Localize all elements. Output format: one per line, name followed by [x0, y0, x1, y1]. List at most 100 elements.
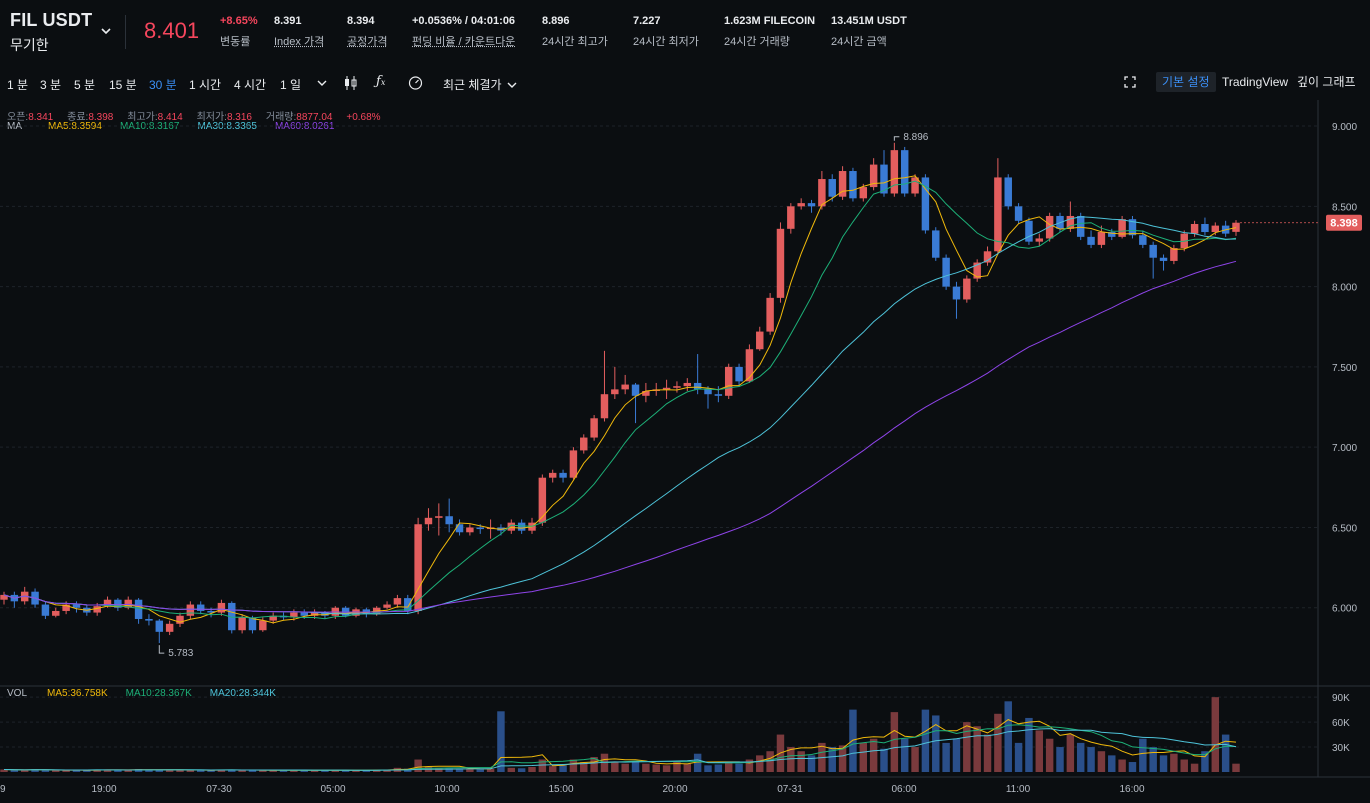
candle-body [1211, 225, 1220, 233]
candle-body [52, 610, 60, 616]
volume-tick-label: 90K [1332, 693, 1350, 704]
view-tab[interactable]: 깊이 그래프 [1297, 75, 1356, 89]
stat-value: 1.623M FILECOIN [724, 15, 816, 27]
volume-bar [300, 770, 308, 772]
view-tab[interactable]: TradingView [1222, 75, 1289, 89]
volume-bar [890, 712, 899, 772]
candle-body [93, 606, 101, 613]
time-tick-label: 15:00 [548, 784, 573, 795]
interval-tab[interactable]: 15 분 [109, 78, 137, 92]
volume-bar [994, 713, 1002, 772]
stat-value: 7.227 [633, 15, 661, 27]
candle-body [963, 278, 971, 300]
candle-body [124, 599, 132, 608]
candle-body [890, 150, 899, 194]
candle-body [973, 262, 981, 279]
volume-bar [973, 726, 981, 772]
volume-bar [528, 767, 536, 772]
interval-tab[interactable]: 1 분 [7, 78, 29, 92]
stat-label[interactable]: 공정가격 [347, 36, 388, 48]
interval-tab[interactable]: 3 분 [40, 78, 62, 92]
time-tick-label: 10:00 [434, 784, 459, 795]
interval-tab[interactable]: 1 일 [280, 78, 302, 92]
price-tick-label: 8.500 [1332, 202, 1357, 213]
volume-bar [31, 769, 39, 772]
symbol-name[interactable]: FIL USDT [10, 10, 93, 30]
time-tick-label: 07-30 [206, 784, 232, 795]
volume-bar [1149, 747, 1157, 772]
gauge-icon[interactable] [408, 76, 423, 93]
volume-bar [611, 762, 619, 772]
candle-body [1232, 222, 1240, 232]
volume-bar [828, 747, 836, 772]
fullscreen-icon[interactable] [1124, 76, 1136, 91]
interval-tab[interactable]: 1 시간 [189, 78, 222, 92]
chevron-down-icon[interactable] [101, 22, 111, 38]
interval-tab[interactable]: 30 분 [149, 78, 177, 92]
candle-body [196, 604, 205, 611]
volume-bar [932, 715, 940, 772]
view-tab[interactable]: 기본 설정 [1156, 72, 1216, 92]
candle-body [787, 206, 795, 229]
volume-bar [1211, 697, 1220, 772]
stat-label: 24시간 최저가 [633, 36, 699, 48]
stat-label[interactable]: Index 가격 [274, 36, 325, 48]
ma-line [3, 175, 1237, 624]
candlestick-icon[interactable] [344, 76, 357, 93]
price-chart[interactable]: 9.000 8.500 8.000 7.500 7.000 6.500 6.000 90K 60… [0, 100, 1370, 803]
volume-bar [673, 762, 681, 772]
stat-0: +8.65% 변동률 [220, 15, 258, 49]
volume-bar [942, 742, 950, 772]
candle-body [724, 366, 733, 396]
volume-bar [455, 768, 464, 772]
stat-label[interactable]: 펀딩 비율 / 카운트다운 [412, 36, 516, 48]
low-label: 최저가: [196, 112, 227, 123]
candle-body [238, 617, 246, 631]
ma-value: MA10:8.3167 [119, 121, 180, 132]
candle-body [683, 382, 692, 387]
volume-bar [1087, 747, 1095, 772]
stat-label: 24시간 거래량 [724, 36, 790, 48]
symbol-selector[interactable]: FIL USDT 무기한 [10, 10, 92, 55]
candle-body [900, 150, 909, 194]
volume-bar [569, 759, 578, 772]
candle-body [756, 331, 764, 350]
volume-bar [714, 764, 723, 772]
last-price: 8.401 [144, 18, 200, 43]
change-value: +0.68% [346, 112, 381, 123]
stat-value: 8.896 [542, 15, 570, 27]
last-price-chevron-icon[interactable] [507, 78, 517, 92]
volume-bar [186, 770, 195, 772]
interval-tab[interactable]: 4 시간 [234, 78, 267, 92]
candle-body [1118, 219, 1126, 237]
candle-body [580, 437, 588, 451]
interval-tab[interactable]: 5 분 [74, 78, 96, 92]
stat-4: 8.896 24시간 최고가 [542, 15, 608, 49]
candle-body [704, 389, 712, 395]
volume-bar [859, 742, 868, 772]
volume-bar [869, 738, 878, 772]
stat-value: +0.0536% / 04:01:06 [412, 15, 516, 27]
indicator-fx-icon[interactable]: ƒx [376, 74, 386, 89]
candle-body [517, 522, 526, 531]
volume-bar [693, 753, 702, 772]
candle-body [1025, 220, 1033, 242]
candle-body [1159, 257, 1168, 261]
volume-bar [631, 762, 640, 772]
candle-body [165, 623, 174, 632]
volume-bar [72, 769, 81, 772]
time-tick-label: 05:00 [320, 784, 345, 795]
candle-body [186, 604, 195, 616]
price-tick-label: 7.000 [1332, 443, 1357, 454]
candle-body [424, 517, 433, 525]
last-price-dropdown[interactable]: 최근 체결가 [443, 78, 502, 92]
candle-body [383, 604, 391, 608]
volume-bar [103, 769, 112, 772]
vol-ma-value: MA5:36.758K [47, 688, 108, 699]
more-intervals-chevron-icon[interactable] [317, 76, 327, 90]
candle-body [445, 516, 453, 525]
open-value: 8.341 [28, 112, 54, 123]
volume-bar [807, 755, 816, 772]
candle-body [176, 615, 184, 624]
volume-bar [1108, 755, 1116, 772]
